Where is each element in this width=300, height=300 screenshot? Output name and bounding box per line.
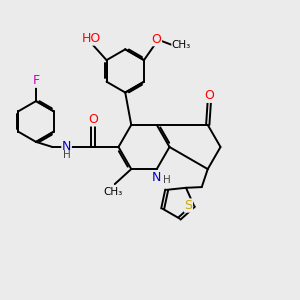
Text: O: O: [204, 89, 214, 102]
Text: S: S: [184, 199, 193, 212]
Text: CH₃: CH₃: [103, 188, 123, 197]
Text: F: F: [32, 74, 40, 87]
Text: H: H: [63, 149, 70, 160]
Text: HO: HO: [82, 32, 101, 45]
Text: O: O: [88, 113, 98, 126]
Text: O: O: [152, 33, 161, 46]
Text: N: N: [62, 140, 71, 154]
Text: N: N: [152, 171, 161, 184]
Text: CH₃: CH₃: [172, 40, 191, 50]
Text: H: H: [163, 175, 171, 184]
